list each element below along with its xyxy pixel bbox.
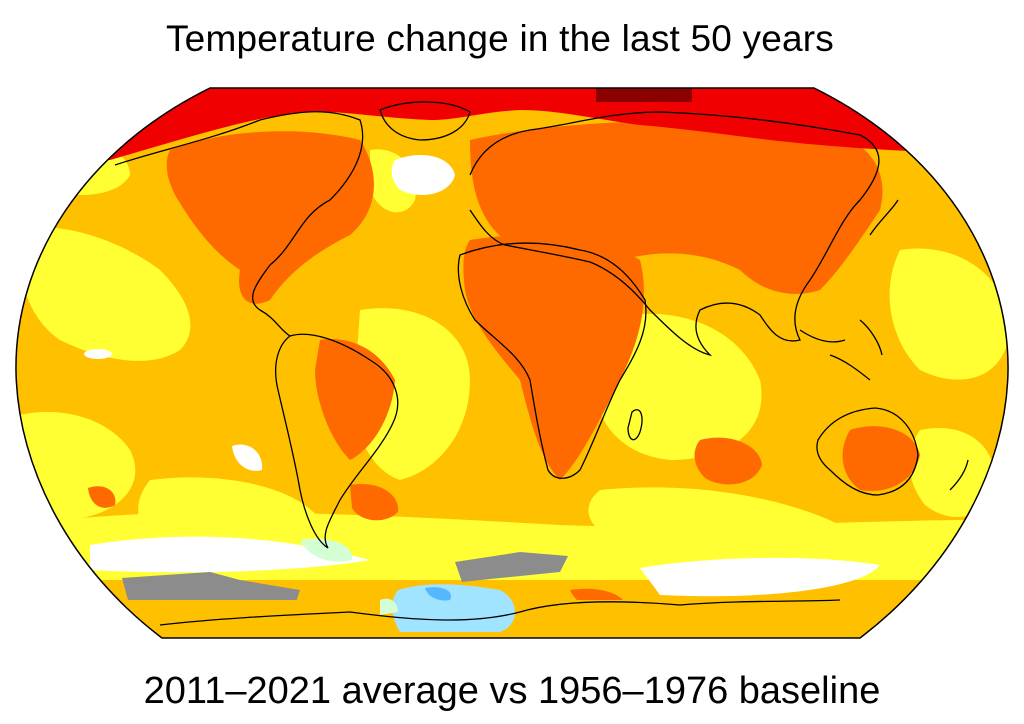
- coastline-madagascar: [627, 409, 643, 441]
- coastline-greenland: [379, 101, 471, 141]
- anomaly-white-band: [90, 536, 370, 573]
- anomaly-dark-orange-north-america: [166, 131, 374, 304]
- anomaly-dark-orange-australia: [842, 426, 920, 491]
- coastline-australia: [816, 407, 919, 496]
- coastline-japan: [869, 199, 899, 236]
- anomaly-light-green-patch: [300, 538, 353, 562]
- map-caption: 2011–2021 average vs 1956–1976 baseline: [143, 670, 881, 712]
- anomaly-deep-red-patch: [596, 88, 692, 102]
- anomaly-dark-orange-africa: [463, 235, 644, 480]
- anomaly-white-spot: [232, 444, 263, 471]
- coastline-southeast-asia: [799, 319, 883, 381]
- anomaly-gray-no-data: [455, 552, 568, 582]
- coastline-north-america: [114, 111, 364, 337]
- coastlines: [114, 101, 969, 626]
- anomaly-yellow-zone: [19, 227, 191, 361]
- map-title: Temperature change in the last 50 years: [165, 18, 835, 59]
- temperature-field: [15, 88, 1009, 638]
- anomaly-light-blue-antarctic: [392, 584, 515, 632]
- anomaly-yellow-zone: [909, 428, 996, 517]
- anomaly-dark-orange-patch: [350, 484, 399, 521]
- map-frame: [15, 87, 1009, 639]
- anomaly-light-green-antarctic: [380, 598, 398, 615]
- anomaly-red-arctic: [15, 88, 1009, 165]
- anomaly-dark-orange-indian-ocean: [694, 437, 762, 485]
- anomaly-yellow-zone: [40, 141, 130, 195]
- anomaly-gray-no-data: [122, 572, 300, 602]
- anomaly-yellow-zone: [354, 308, 470, 480]
- coastline-africa: [457, 242, 647, 479]
- anomaly-dark-orange-south-america: [315, 339, 395, 460]
- anomaly-dark-orange-patch: [88, 486, 116, 508]
- anomaly-white-north-atlantic: [391, 155, 455, 195]
- anomaly-yellow-zone: [889, 248, 1009, 380]
- anomaly-blue-antarctic: [425, 587, 451, 601]
- coastline-europe-asia: [469, 111, 880, 357]
- anomaly-white-band: [640, 557, 880, 597]
- anomaly-white-spot: [84, 349, 112, 359]
- coastline-south-america: [275, 333, 399, 549]
- coastline-antarctica: [159, 599, 841, 626]
- coastline-new-zealand: [949, 459, 969, 491]
